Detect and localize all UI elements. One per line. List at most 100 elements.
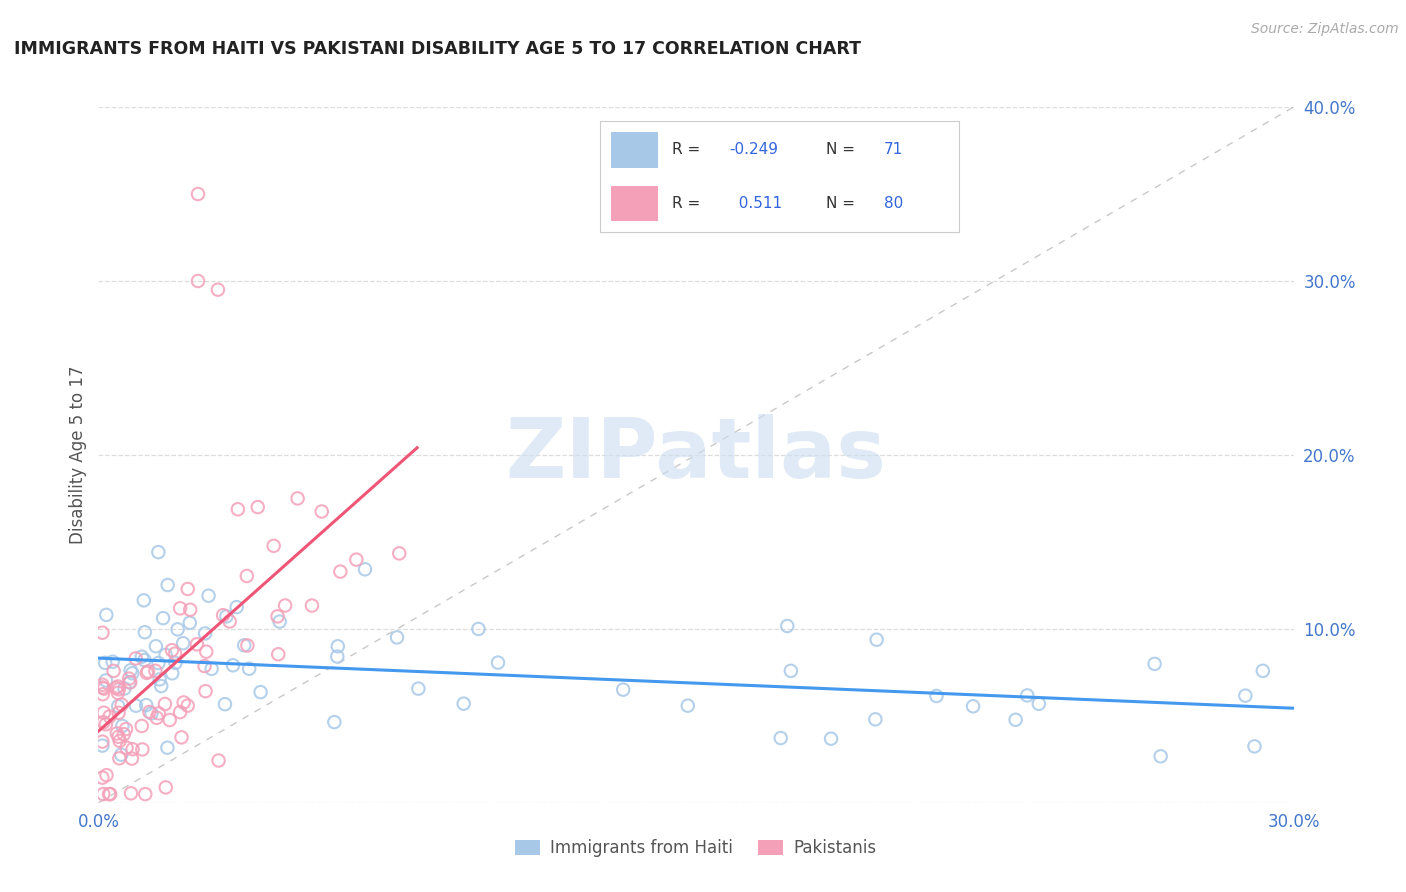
Point xyxy=(148,656,170,670)
Point xyxy=(201,662,224,676)
Point xyxy=(156,740,179,755)
Point xyxy=(93,715,115,730)
Point xyxy=(323,715,346,730)
Point xyxy=(145,639,167,653)
Point xyxy=(226,502,249,516)
Point xyxy=(96,607,118,622)
Point xyxy=(136,665,159,679)
Point xyxy=(141,706,163,721)
Point xyxy=(91,678,114,692)
Point xyxy=(177,582,200,596)
Point xyxy=(153,697,176,711)
Point xyxy=(1004,713,1026,727)
Point xyxy=(91,681,114,695)
Point xyxy=(467,622,489,636)
Point xyxy=(152,611,174,625)
Point xyxy=(249,685,271,699)
Point xyxy=(344,552,367,566)
Y-axis label: Disability Age 5 to 17: Disability Age 5 to 17 xyxy=(69,366,87,544)
Point xyxy=(125,651,148,665)
Point xyxy=(962,699,984,714)
Point xyxy=(246,500,269,514)
Point xyxy=(94,673,117,688)
Point xyxy=(120,786,142,800)
Point xyxy=(111,698,134,712)
Point xyxy=(131,742,153,756)
Text: IMMIGRANTS FROM HAITI VS PAKISTANI DISABILITY AGE 5 TO 17 CORRELATION CHART: IMMIGRANTS FROM HAITI VS PAKISTANI DISAB… xyxy=(14,40,860,58)
Point xyxy=(1243,739,1265,754)
Point xyxy=(194,684,217,698)
Point xyxy=(179,615,201,630)
Point xyxy=(118,675,141,690)
Point xyxy=(225,600,247,615)
Point xyxy=(91,739,114,753)
Point xyxy=(150,679,173,693)
Point xyxy=(776,619,799,633)
Point xyxy=(148,706,170,721)
Point xyxy=(408,681,430,696)
Point xyxy=(107,706,129,720)
Point xyxy=(865,712,887,726)
Point xyxy=(207,754,229,768)
Point xyxy=(132,593,155,607)
Point xyxy=(94,656,117,670)
Point xyxy=(160,643,183,657)
Point xyxy=(121,742,143,756)
Point xyxy=(215,609,238,624)
Point xyxy=(266,609,288,624)
Point xyxy=(311,504,333,518)
Point xyxy=(160,666,183,681)
Point xyxy=(156,578,179,592)
Point xyxy=(197,589,219,603)
Point xyxy=(91,771,114,785)
Point xyxy=(187,187,209,202)
Point xyxy=(131,649,153,664)
Point xyxy=(269,615,291,629)
Point xyxy=(107,686,129,700)
Point xyxy=(165,656,187,670)
Point xyxy=(131,719,153,733)
Point xyxy=(222,658,245,673)
Point xyxy=(486,656,509,670)
Point xyxy=(120,675,142,690)
Point xyxy=(108,734,131,748)
Point xyxy=(134,625,156,640)
Point xyxy=(169,601,191,615)
Point xyxy=(91,625,114,640)
Point xyxy=(1017,689,1039,703)
Point xyxy=(93,681,115,696)
Point xyxy=(187,274,209,288)
Point xyxy=(91,734,114,748)
Point xyxy=(91,787,114,801)
Point xyxy=(212,608,235,623)
Point xyxy=(925,689,948,703)
Point xyxy=(385,631,408,645)
Point xyxy=(163,647,186,661)
Point xyxy=(121,666,143,681)
Point xyxy=(155,648,177,662)
Point xyxy=(96,768,118,782)
Text: ZIPatlas: ZIPatlas xyxy=(506,415,886,495)
Point xyxy=(173,696,195,710)
Point xyxy=(125,698,148,713)
Point xyxy=(115,740,138,755)
Point xyxy=(166,623,188,637)
Point xyxy=(326,649,349,664)
Point xyxy=(179,603,201,617)
Point xyxy=(236,639,259,653)
Text: Source: ZipAtlas.com: Source: ZipAtlas.com xyxy=(1251,22,1399,37)
Point xyxy=(1150,749,1173,764)
Point xyxy=(138,705,160,719)
Point xyxy=(149,673,172,687)
Point xyxy=(101,655,124,669)
Point xyxy=(820,731,842,746)
Point xyxy=(186,637,208,651)
Point xyxy=(176,698,198,713)
Point xyxy=(103,664,125,678)
Point xyxy=(105,726,128,740)
Point xyxy=(107,699,129,714)
Point xyxy=(105,681,128,695)
Point xyxy=(107,682,129,697)
Point xyxy=(236,569,259,583)
Legend: Immigrants from Haiti, Pakistanis: Immigrants from Haiti, Pakistanis xyxy=(509,833,883,864)
